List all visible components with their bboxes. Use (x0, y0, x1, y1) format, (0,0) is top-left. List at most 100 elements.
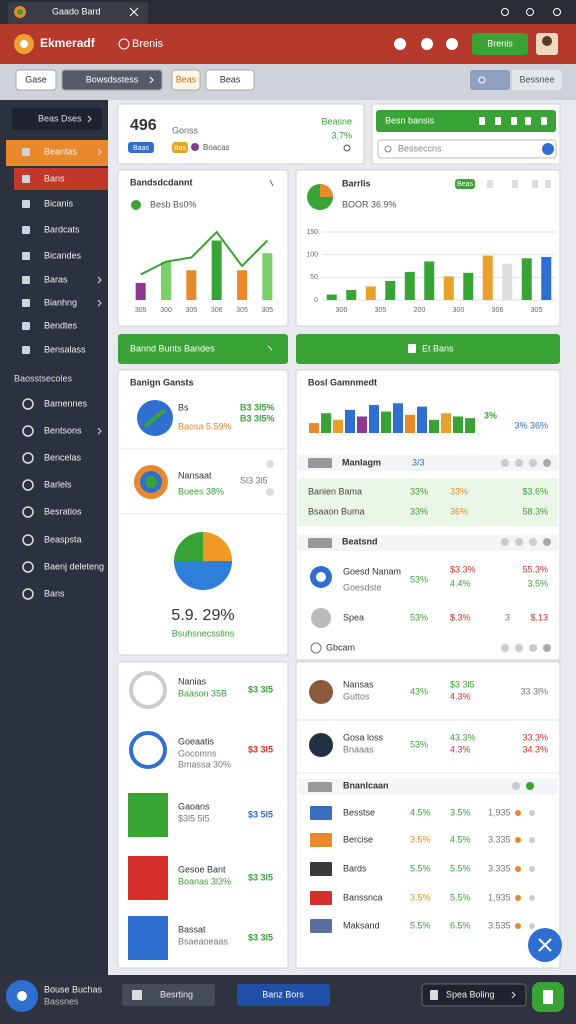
bar (463, 272, 474, 300)
rating-icon[interactable] (529, 644, 537, 652)
rating-icon[interactable] (529, 538, 537, 546)
rating-icon[interactable] (529, 459, 537, 467)
x-tick-label: 305 (531, 307, 543, 314)
action-button[interactable] (296, 334, 560, 364)
chart-tool[interactable] (512, 180, 518, 188)
window-control[interactable] (526, 8, 534, 16)
rating-icon[interactable] (501, 538, 509, 546)
bottom-button[interactable] (122, 984, 215, 1006)
menu-dot[interactable] (266, 460, 274, 468)
bottom-button[interactable] (421, 983, 527, 1007)
item-thumbnail (310, 806, 332, 820)
chart-tool[interactable] (532, 180, 538, 188)
window-control[interactable] (501, 8, 509, 16)
sidebar-item[interactable]: Bans (44, 173, 65, 183)
rating-icon[interactable] (501, 459, 509, 467)
x-tick-label: 306 (211, 307, 223, 314)
label: 4.5% (450, 834, 471, 844)
bar (502, 263, 513, 300)
toolbar-button[interactable] (61, 69, 163, 91)
search-input[interactable] (377, 139, 557, 159)
rating-icon[interactable] (515, 644, 523, 652)
tag (308, 538, 332, 548)
sidebar-item[interactable]: Bicandes (44, 250, 82, 260)
header-icon[interactable] (446, 38, 458, 50)
item-avatar (311, 608, 331, 628)
badge-dot (191, 143, 199, 151)
label: Bmassa 30% (178, 759, 231, 769)
label: 3.5% (450, 807, 471, 817)
item-icon (22, 452, 34, 464)
toolbar-button[interactable] (171, 69, 201, 91)
header-button[interactable] (472, 33, 528, 55)
rating-icon[interactable] (515, 459, 523, 467)
sidebar-item[interactable]: Bamennes (44, 398, 88, 408)
sidebar-item[interactable]: Besratios (44, 506, 82, 516)
action-button[interactable] (118, 334, 288, 364)
x-tick-label: 305 (236, 307, 248, 314)
header-icon[interactable] (421, 38, 433, 50)
sidebar-item[interactable]: Bendtes (44, 320, 78, 330)
sidebar-selector[interactable] (12, 108, 102, 130)
label: Bards (343, 863, 367, 873)
header-tool[interactable] (479, 117, 485, 125)
sidebar-item[interactable]: Bicanis (44, 198, 74, 208)
search-button[interactable] (542, 143, 554, 155)
chevron-icon (87, 115, 92, 123)
sidebar-item[interactable]: Bardcats (44, 224, 80, 234)
toolbar-button[interactable] (15, 69, 57, 91)
rating-icon[interactable] (543, 459, 551, 467)
sidebar-item[interactable]: Bencelas (44, 452, 82, 462)
bar (453, 416, 463, 433)
sidebar-item[interactable]: Baenj deleteng (44, 561, 104, 571)
chart-tool[interactable] (487, 180, 493, 188)
sidebar-item[interactable]: Baras (44, 274, 68, 284)
toolbar-button[interactable] (205, 69, 255, 91)
header-tool[interactable] (525, 117, 531, 125)
sidebar-item[interactable]: Bentsons (44, 425, 82, 435)
status-dot (515, 895, 521, 901)
header-tool[interactable] (511, 117, 517, 125)
sidebar-item[interactable]: Beantas (44, 146, 78, 156)
menu-dot[interactable] (266, 488, 274, 496)
close-tab[interactable] (129, 7, 139, 17)
window-control[interactable] (553, 8, 561, 16)
bar (443, 276, 454, 300)
browser-tab[interactable] (8, 2, 148, 24)
label: Besstse (343, 807, 375, 817)
x-tick-label: 305 (375, 307, 387, 314)
chart-tool[interactable] (545, 180, 551, 188)
x-tick-label: 305 (261, 307, 273, 314)
item-icon (22, 226, 30, 234)
bottom-button[interactable] (237, 984, 330, 1006)
rating-icon[interactable] (515, 538, 523, 546)
rating-icon[interactable] (543, 644, 551, 652)
header-tool[interactable] (541, 117, 547, 125)
bar (333, 419, 343, 433)
menu-icon[interactable] (269, 179, 274, 187)
label: Bercise (343, 834, 373, 844)
toolbar-toggle[interactable] (470, 70, 510, 90)
bar (381, 411, 391, 433)
header-tool[interactable] (495, 117, 501, 125)
header-icon[interactable] (394, 38, 406, 50)
rating-icon[interactable] (543, 538, 551, 546)
label: Baas (133, 145, 149, 152)
item-icon (22, 200, 30, 208)
label: Bessnee (519, 74, 554, 84)
label: 36% (450, 506, 468, 516)
bar (465, 418, 475, 433)
rating-icon[interactable] (501, 644, 509, 652)
sidebar-item[interactable]: Barlels (44, 479, 72, 489)
toolbar-right[interactable] (512, 70, 562, 90)
bar (541, 256, 552, 300)
chevron-icon (97, 276, 102, 284)
sidebar-item[interactable]: Bensalass (44, 344, 86, 354)
item-icon (22, 479, 34, 491)
sidebar-item[interactable]: Bianhng (44, 297, 77, 307)
sidebar-item[interactable]: Bans (44, 588, 65, 598)
card (117, 369, 289, 656)
sidebar-item[interactable]: Beaspsta (44, 534, 82, 544)
